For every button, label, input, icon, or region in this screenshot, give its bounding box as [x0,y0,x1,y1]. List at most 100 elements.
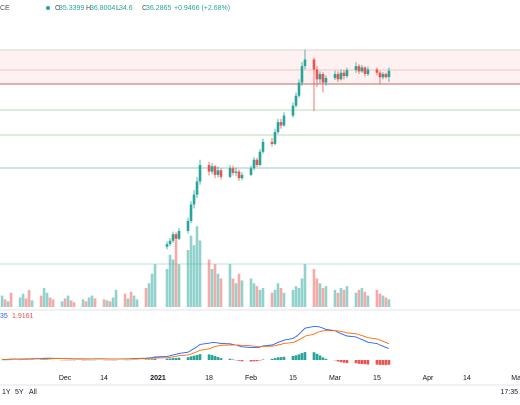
status-dot [46,6,50,10]
x-tick-label: 15 [289,375,297,382]
volume-bar [28,290,31,307]
volume-bar [1,296,4,307]
candle-body [187,221,190,231]
volume-bar [325,286,328,307]
volume-bar [82,299,85,307]
candle-body [217,170,220,175]
candle-body [301,66,304,82]
volume-bar [235,283,238,307]
range-button[interactable]: 5Y [15,389,24,396]
macd-histogram-bar [319,356,322,361]
clock: 17:35 [500,389,518,396]
volume-bar [136,299,139,307]
macd-histogram-bar [256,360,259,361]
high-value: 36.8004 [90,5,115,12]
volume-bar [214,264,217,307]
macd-histogram-bar [178,358,181,360]
macd-histogram-bar [190,356,193,360]
volume-bar [46,293,49,307]
volume-bar [175,241,178,308]
volume-bar [112,298,115,308]
macd-histogram-bar [211,355,214,360]
candle-body [274,132,277,144]
macd-histogram-bar [304,352,307,360]
volume-bar [385,298,388,308]
volume-bar [52,299,55,307]
volume-bar [295,286,298,307]
change: +0.9466 (+2.68%) [174,5,230,12]
volume-bar [274,290,277,307]
volume-bar [334,290,337,307]
macd-histogram-bar [187,357,190,360]
macd-histogram-bar [232,359,235,360]
candle-body [382,74,385,77]
macd-histogram-bar [343,360,346,363]
candle-body [253,160,256,169]
macd-histogram-bar [199,354,202,360]
macd-value: 1.9161 [12,313,34,320]
volume-bar [340,288,343,307]
range-button[interactable]: All [29,389,37,396]
volume-bar [355,293,358,307]
macd-histogram-bar [217,357,220,360]
macd-histogram-bar [316,354,319,360]
candle-body [319,74,322,79]
macd-histogram-bar [295,355,298,360]
zone-band [0,50,520,84]
volume-bar [313,269,316,307]
candle-body [325,78,328,83]
volume-bar [169,255,172,307]
macd-histogram-bar [271,359,274,360]
macd-histogram-bar [196,355,199,360]
macd-histogram-bar [367,360,370,365]
candle-body [214,166,217,175]
candle-body [175,234,178,239]
candle-body [355,66,358,70]
low-value: 34.6 [119,5,133,12]
candle-body [241,175,244,178]
macd-histogram-bar [322,357,325,360]
macd-histogram-bar [229,359,232,360]
candle-body [340,73,343,80]
volume-bar [322,288,325,307]
macd-histogram-bar [241,360,244,361]
macd-histogram-bar [214,356,217,360]
macd-histogram-bar [169,359,172,361]
macd-histogram-bar [220,358,223,360]
candle-body [262,142,265,152]
candle-body [235,172,238,173]
macd-histogram-bar [262,359,265,360]
macd-histogram-bar [388,360,391,365]
volume-bar [40,296,43,307]
macd-histogram-bar [340,360,343,362]
candle-body [334,74,337,78]
macd-title: 35 [0,313,8,320]
volume-bar [388,299,391,307]
volume-bar [85,301,88,307]
x-tick-label: Apr [422,375,434,382]
macd-histogram-bar [364,360,367,364]
candle-body [361,67,364,71]
volume-bar [238,274,241,307]
volume-bar [376,290,379,307]
volume-bar [316,279,319,308]
x-tick-label: 18 [205,375,213,382]
volume-bar [61,301,64,307]
candle-body [337,74,340,79]
macd-histogram-bar [313,352,316,360]
volume-bar [217,274,220,307]
volume-bar [364,292,367,307]
volume-bar [280,288,283,307]
x-tick-label: 2021 [150,375,166,382]
volume-bar [145,288,148,307]
volume-bar [196,226,199,307]
candle-body [304,60,307,67]
candle-body [358,66,361,71]
volume-bar [124,294,127,307]
range-button[interactable]: 1Y [2,389,11,396]
candle-body [322,74,325,83]
macd-histogram-bar [166,359,169,360]
volume-bar [10,293,13,307]
candle-body [388,71,391,77]
volume-bar [64,298,67,307]
